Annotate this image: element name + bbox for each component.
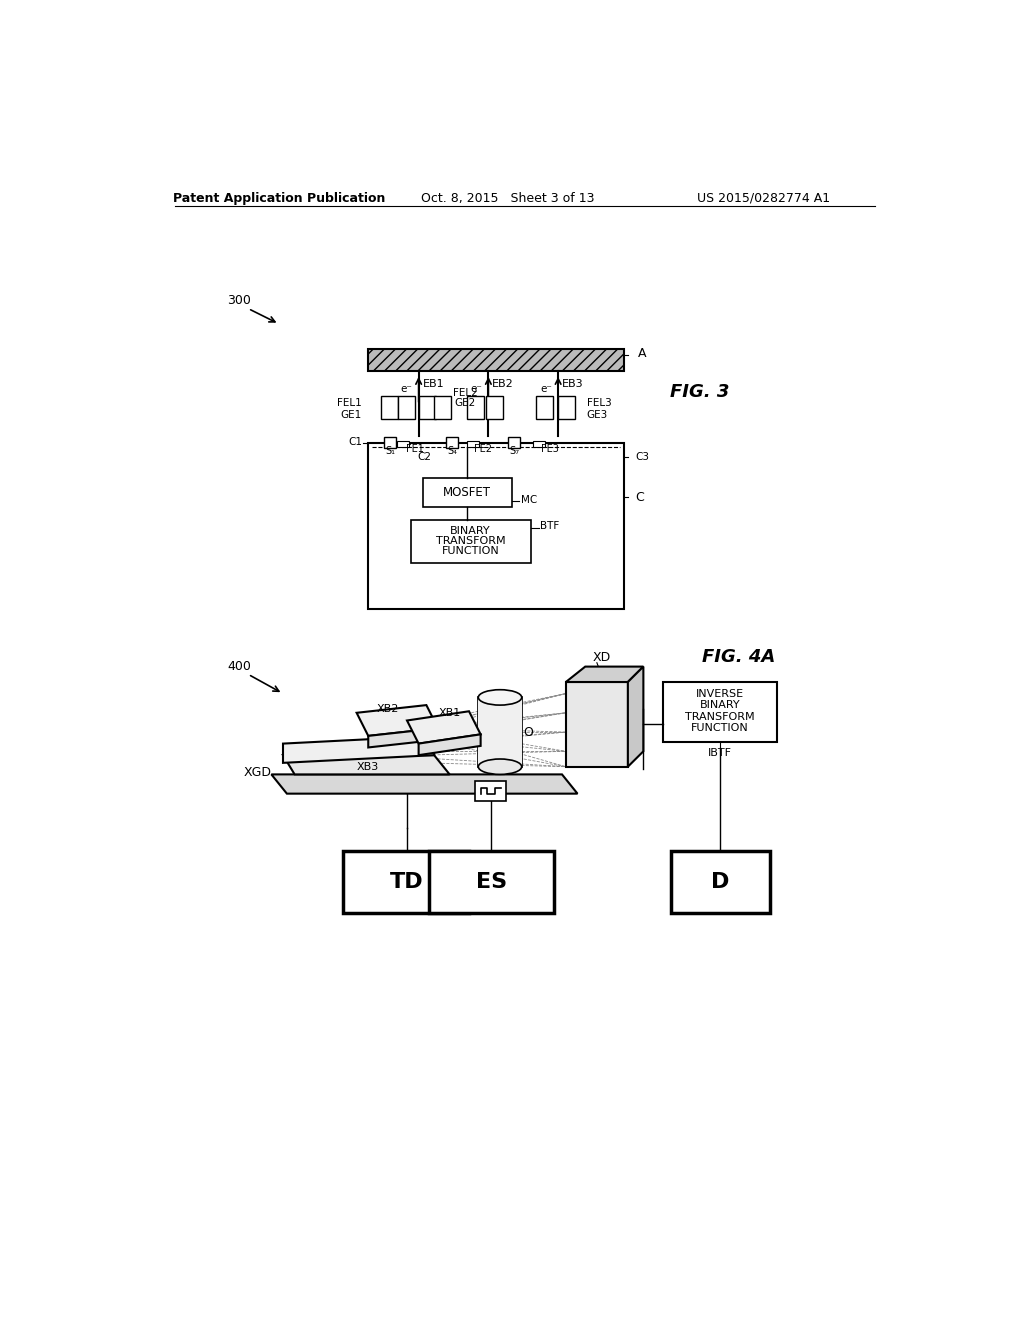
Ellipse shape xyxy=(478,759,521,775)
Polygon shape xyxy=(271,775,578,793)
Text: FIG. 3: FIG. 3 xyxy=(671,383,730,401)
Text: e⁻: e⁻ xyxy=(470,384,482,395)
Polygon shape xyxy=(628,667,643,767)
Bar xyxy=(467,441,479,447)
Text: e⁻: e⁻ xyxy=(540,384,552,395)
Bar xyxy=(671,851,770,913)
Text: FEL2: FEL2 xyxy=(453,388,477,399)
Text: C3: C3 xyxy=(636,453,649,462)
Bar xyxy=(558,396,575,418)
Bar xyxy=(343,851,469,913)
Text: TD: TD xyxy=(389,873,423,892)
Polygon shape xyxy=(566,667,643,682)
Bar xyxy=(423,478,512,507)
Polygon shape xyxy=(407,711,480,743)
Text: S₄: S₄ xyxy=(446,446,457,455)
Text: FE3: FE3 xyxy=(542,445,559,454)
Bar xyxy=(508,437,520,447)
Text: GE3: GE3 xyxy=(587,409,608,420)
Bar xyxy=(478,697,521,767)
Text: FIG. 4A: FIG. 4A xyxy=(701,648,775,667)
Polygon shape xyxy=(283,737,434,763)
Bar xyxy=(384,437,396,447)
Text: XGD: XGD xyxy=(244,766,271,779)
Text: EB1: EB1 xyxy=(423,379,444,389)
Text: FEL1: FEL1 xyxy=(337,399,362,408)
Text: Patent Application Publication: Patent Application Publication xyxy=(173,191,385,205)
Bar xyxy=(467,396,483,418)
Text: C1: C1 xyxy=(348,437,362,446)
Ellipse shape xyxy=(478,689,521,705)
Text: O: O xyxy=(523,726,532,739)
Text: EB2: EB2 xyxy=(493,379,514,389)
Bar xyxy=(369,444,624,609)
Bar xyxy=(663,682,777,742)
Text: FEL3: FEL3 xyxy=(587,399,611,408)
Text: FUNCTION: FUNCTION xyxy=(441,546,500,556)
Polygon shape xyxy=(419,734,480,755)
Text: MOSFET: MOSFET xyxy=(442,486,490,499)
Text: FE2: FE2 xyxy=(474,445,492,454)
Bar xyxy=(532,441,545,447)
Text: GE1: GE1 xyxy=(341,409,362,420)
Text: TRANSFORM: TRANSFORM xyxy=(436,536,506,546)
Text: XD: XD xyxy=(593,651,611,664)
Bar xyxy=(475,781,506,801)
Text: US 2015/0282774 A1: US 2015/0282774 A1 xyxy=(697,191,830,205)
Text: MC: MC xyxy=(521,495,538,504)
Text: 400: 400 xyxy=(227,660,251,673)
Bar xyxy=(434,396,452,418)
Text: XB3: XB3 xyxy=(357,762,379,772)
Text: ES: ES xyxy=(476,873,507,892)
Text: C: C xyxy=(636,491,644,504)
Bar xyxy=(397,396,415,418)
Bar xyxy=(369,350,624,371)
Text: EB3: EB3 xyxy=(562,379,584,389)
Text: TRANSFORM: TRANSFORM xyxy=(685,711,755,722)
Bar xyxy=(411,520,531,562)
Text: S₁: S₁ xyxy=(385,446,395,455)
Text: FE1: FE1 xyxy=(406,445,424,454)
Polygon shape xyxy=(566,682,628,767)
Text: FUNCTION: FUNCTION xyxy=(691,723,749,733)
Polygon shape xyxy=(283,755,450,775)
Bar xyxy=(486,396,503,418)
Text: C2: C2 xyxy=(417,453,431,462)
Text: BINARY: BINARY xyxy=(451,527,490,536)
Text: BTF: BTF xyxy=(541,521,559,532)
Polygon shape xyxy=(369,729,438,747)
Bar xyxy=(537,396,554,418)
Text: BINARY: BINARY xyxy=(699,700,740,710)
Bar xyxy=(429,851,554,913)
Text: GE2: GE2 xyxy=(455,399,476,408)
Text: XB2: XB2 xyxy=(377,704,398,714)
Text: 300: 300 xyxy=(227,294,251,308)
Text: S₇: S₇ xyxy=(509,446,519,455)
Text: D: D xyxy=(711,873,729,892)
Text: Oct. 8, 2015   Sheet 3 of 13: Oct. 8, 2015 Sheet 3 of 13 xyxy=(421,191,595,205)
Text: e⁻: e⁻ xyxy=(400,384,413,395)
Bar xyxy=(419,396,435,418)
Text: A: A xyxy=(638,347,646,360)
Text: XB1: XB1 xyxy=(438,708,461,718)
Bar xyxy=(445,437,458,447)
Text: INVERSE: INVERSE xyxy=(696,689,744,698)
Polygon shape xyxy=(356,705,438,737)
Bar xyxy=(381,396,398,418)
Text: IBTF: IBTF xyxy=(709,748,732,758)
Bar xyxy=(397,441,410,447)
